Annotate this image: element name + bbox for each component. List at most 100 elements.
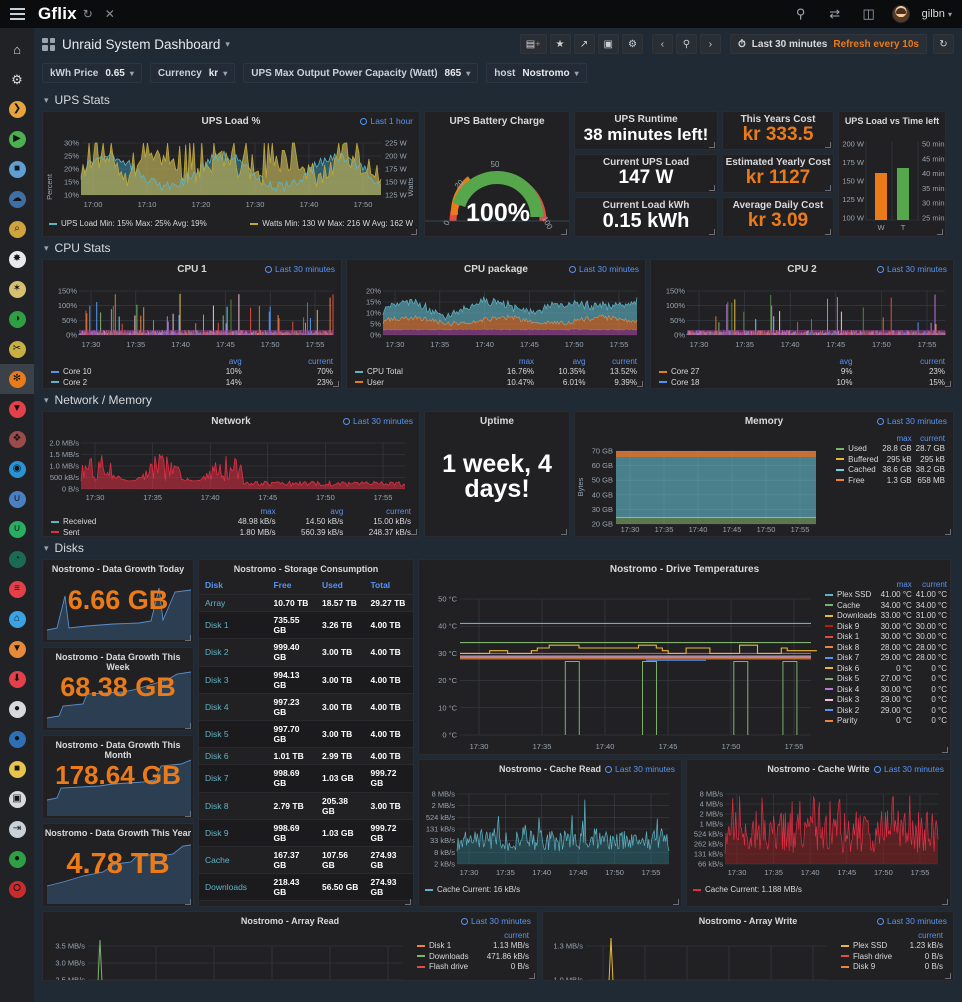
panel-resize-handle[interactable] [411, 229, 417, 235]
legend-header[interactable]: current [308, 357, 333, 366]
legend-item[interactable]: Core 18 10% 15% [657, 378, 947, 389]
panel-resize-handle[interactable] [637, 381, 643, 387]
panel-time-range[interactable]: Last 30 minutes [460, 916, 531, 926]
legend-item[interactable]: Cached 38.6 GB 38.2 GB [834, 465, 947, 476]
legend-header[interactable]: max [896, 580, 912, 589]
legend-item[interactable]: Cache 34.00 °C 34.00 °C [823, 601, 949, 612]
star-button[interactable]: ★ [549, 34, 571, 54]
legend-header[interactable]: current [612, 357, 637, 366]
legend-header[interactable]: current [386, 507, 411, 516]
legend-header[interactable]: current [922, 580, 948, 589]
panel-resize-handle[interactable] [185, 899, 191, 905]
variable-ups-max-output[interactable]: UPS Max Output Power Capacity (Watt) 865 ▾ [243, 63, 479, 83]
sidebar-item-radarr[interactable]: ✸ [0, 244, 34, 274]
legend-header[interactable]: current [918, 931, 943, 940]
legend-item[interactable]: CPU Total 16.76% 10.35% 13.52% [353, 367, 639, 378]
legend-item[interactable]: Parity 0 °C 0 °C [823, 716, 949, 727]
sidebar-item-nzbget[interactable]: ❖ [0, 424, 34, 454]
sidebar-item-tautulli[interactable]: ◑ [0, 304, 34, 334]
column-header[interactable]: Disk [199, 576, 268, 595]
legend-item[interactable]: Disk 2 29.00 °C 0 °C [823, 706, 949, 717]
username-label[interactable]: gilbn ▾ [921, 8, 952, 20]
panel-resize-handle[interactable] [673, 899, 679, 905]
legend-item[interactable]: Disk 6 0 °C 0 °C [823, 664, 949, 675]
sidebar-item-gitlab[interactable]: ▼ [0, 634, 34, 664]
panel-resize-handle[interactable] [825, 229, 831, 235]
variable-value[interactable]: 0.65 ▾ [105, 67, 134, 79]
table-row[interactable]: Disk 3 994.13 GB 3.00 TB 4.00 TB [199, 666, 413, 694]
panel-resize-handle[interactable] [942, 899, 948, 905]
table-row[interactable]: Disk 4 997.23 GB 3.00 TB 4.00 TB [199, 693, 413, 721]
add-panel-button[interactable]: ▤ + [519, 34, 547, 54]
variable-currency[interactable]: Currency kr ▾ [149, 63, 236, 83]
panel-resize-handle[interactable] [561, 529, 567, 535]
legend-header[interactable]: avg [330, 507, 344, 516]
panel-time-range[interactable]: Last 30 minutes [873, 764, 944, 774]
legend-header[interactable]: max [518, 357, 535, 366]
variable-value[interactable]: 865 ▾ [444, 67, 471, 79]
sidebar-item-cloud[interactable]: ☁ [0, 184, 34, 214]
panel-time-range[interactable]: Last 30 minutes [264, 264, 335, 274]
legend-header[interactable]: current [920, 434, 945, 443]
zoom-out-button[interactable]: ⚲ [675, 34, 697, 54]
chevron-down-icon[interactable]: ▾ [225, 38, 230, 49]
sidebar-item-watercolor[interactable]: ● [0, 724, 34, 754]
panel-resize-handle[interactable] [825, 142, 831, 148]
sidebar-item-logout[interactable]: ⇥ [0, 814, 34, 844]
panel-resize-handle[interactable] [825, 185, 831, 191]
panel-resize-handle[interactable] [945, 381, 951, 387]
share-button[interactable]: ↗ [573, 34, 595, 54]
sidebar-item-sonarr[interactable]: ❯ [0, 94, 34, 124]
cast-icon[interactable]: ◫ [862, 6, 875, 21]
page-title[interactable]: Unraid System Dashboard [62, 36, 221, 52]
panel-time-range[interactable]: Last 30 minutes [568, 264, 639, 274]
sidebar-item-bazarr[interactable]: ✂ [0, 334, 34, 364]
legend-item[interactable]: Disk 5 27.00 °C 0 °C [823, 674, 949, 685]
panel-resize-handle[interactable] [333, 381, 339, 387]
sidebar-item-sabnzbd[interactable]: ■ [0, 754, 34, 784]
refresh-button[interactable]: ↻ [933, 34, 954, 54]
legend-item[interactable]: Downloads 33.00 °C 31.00 °C [823, 611, 949, 622]
variable-value[interactable]: kr ▾ [208, 67, 228, 79]
row-header-ups-stats[interactable]: ▾ UPS Stats [34, 89, 962, 111]
legend-item[interactable]: Disk 9 30.00 °C 30.00 °C [823, 622, 949, 633]
legend-header[interactable]: current [504, 931, 529, 940]
panel-resize-handle[interactable] [405, 899, 411, 905]
legend-item[interactable]: Free 1.3 GB 658 MB [834, 476, 947, 487]
table-row[interactable]: Disk 7 998.69 GB 1.03 GB 999.72 GB [199, 764, 413, 793]
panel-time-range[interactable]: Last 30 minutes [876, 916, 947, 926]
table-row[interactable]: Disk 2 999.40 GB 3.00 TB 4.00 TB [199, 638, 413, 667]
sync-icon[interactable]: ↻ [82, 7, 93, 21]
legend-item[interactable]: Downloads 471.86 kB/s [415, 952, 531, 963]
sidebar-item-lidarr[interactable]: ✶ [0, 274, 34, 304]
variable-kwh-price[interactable]: kWh Price 0.65 ▾ [42, 63, 142, 83]
legend-item[interactable]: Watts Min: 130 W Max: 216 W Avg: 162 W [250, 219, 413, 228]
row-header-disks[interactable]: ▾ Disks [34, 537, 962, 559]
sidebar-item-nextcloud[interactable]: ∪ [0, 514, 34, 544]
sidebar-item-bookstack[interactable]: ▣ [0, 784, 34, 814]
panel-resize-handle[interactable] [945, 973, 951, 979]
variable-host[interactable]: host Nostromo ▾ [486, 63, 587, 83]
table-row[interactable]: Disk 5 997.70 GB 3.00 TB 4.00 TB [199, 720, 413, 749]
legend-item[interactable]: UPS Load Min: 15% Max: 25% Avg: 19% [49, 219, 207, 228]
panel-resize-handle[interactable] [945, 529, 951, 535]
save-button[interactable]: ▣ [597, 34, 619, 54]
sidebar-item-deluge[interactable]: ◉ [0, 454, 34, 484]
column-header[interactable]: Total [364, 576, 413, 595]
panel-resize-handle[interactable] [709, 185, 715, 191]
legend-header[interactable]: current [920, 357, 945, 366]
time-range-picker[interactable]: ⏱ Last 30 minutes Refresh every 10s [729, 34, 927, 54]
sidebar-item-github[interactable]: ● [0, 844, 34, 874]
panel-resize-handle[interactable] [561, 229, 567, 235]
table-row[interactable]: Plex Drive100.15 GB19.82 GB119.97 GB [199, 900, 413, 906]
variable-value[interactable]: Nostromo ▾ [522, 67, 579, 79]
sidebar-item-ombi[interactable]: ■ [0, 154, 34, 184]
legend-item[interactable]: Core 2 14% 23% [49, 378, 335, 389]
table-row[interactable]: Array 10.70 TB 18.57 TB 29.27 TB [199, 594, 413, 613]
legend-item[interactable]: Disk 9 0 B/s [839, 962, 945, 973]
panel-resize-handle[interactable] [529, 973, 535, 979]
legend-item[interactable]: Flash drive 0 B/s [839, 952, 945, 963]
sidebar-item-lazylibrarian[interactable]: ● [0, 694, 34, 724]
panel-time-range[interactable]: Last 30 minutes [876, 264, 947, 274]
table-row[interactable]: Disk 9 998.69 GB 1.03 GB 999.72 GB [199, 819, 413, 847]
